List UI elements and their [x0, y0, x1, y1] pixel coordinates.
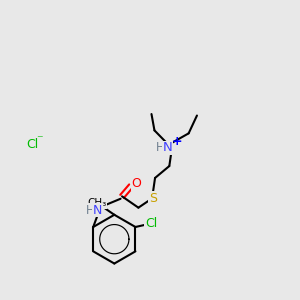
Text: Cl: Cl	[145, 217, 157, 230]
Text: N: N	[163, 141, 173, 154]
Text: S: S	[149, 192, 157, 205]
Text: Cl: Cl	[26, 138, 38, 151]
Text: CH₃: CH₃	[88, 199, 107, 208]
Text: H: H	[156, 141, 165, 154]
Text: +: +	[171, 135, 182, 148]
Text: H: H	[86, 204, 94, 217]
Text: O: O	[131, 177, 141, 190]
Text: N: N	[93, 204, 102, 217]
Text: ⁻: ⁻	[37, 133, 43, 146]
